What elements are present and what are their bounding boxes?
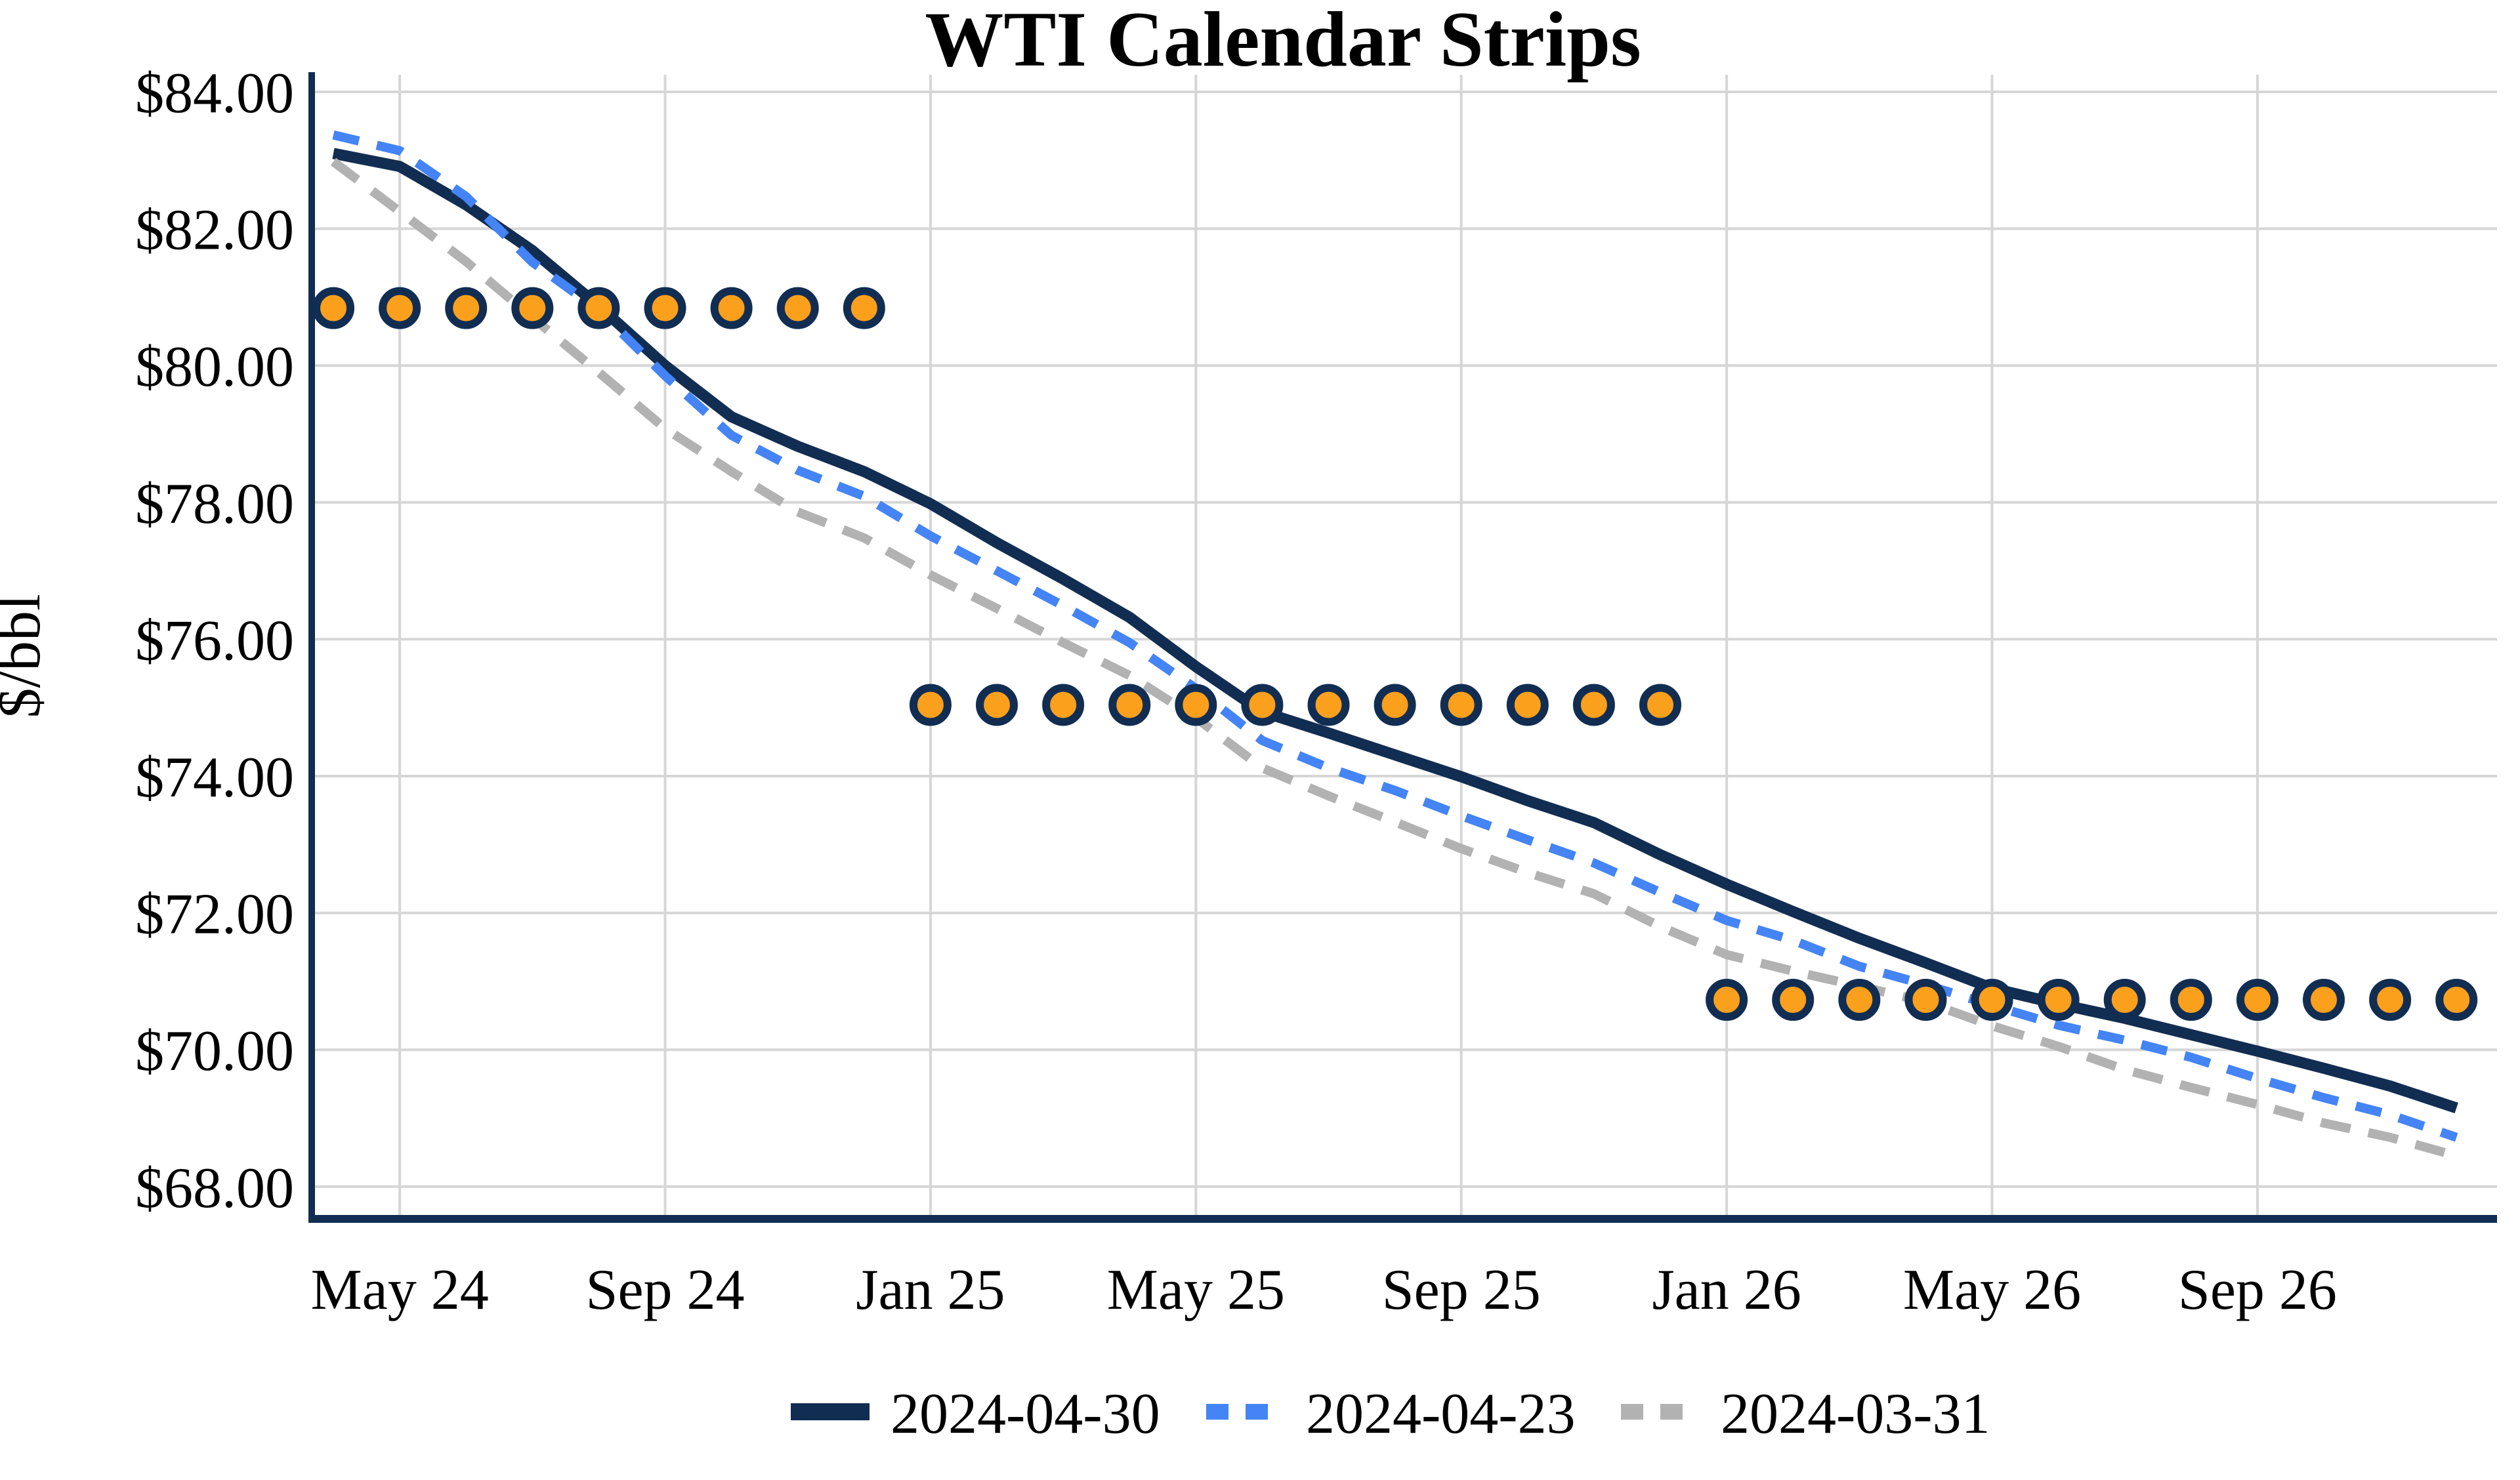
legend-item: 2024-04-23 [1206,1382,1576,1446]
data-point [1904,979,1947,1021]
data-point [312,287,354,329]
data-point [1506,684,1549,726]
data-point [1374,684,1416,726]
y-tick-label: $74.00 [135,746,294,810]
data-point [1042,684,1085,726]
y-tick-label: $82.00 [135,199,294,262]
gridlines [312,75,2497,1219]
data-point [1639,684,1681,726]
data-point [776,287,819,329]
y-tick-label: $76.00 [135,609,294,672]
series-lines [330,130,2458,1161]
x-tick-label: Sep 24 [586,1258,745,1322]
data-point [909,684,952,726]
series-line-2024-03-31 [330,157,2458,1161]
legend-label: 2024-04-30 [891,1382,1160,1446]
data-point [1108,684,1151,726]
legend: 2024-04-30 2024-04-23 2024-03-31 [791,1382,1990,1446]
x-tick-label: May 26 [1903,1258,2081,1322]
data-point [1971,979,2013,1021]
legend-item: 2024-04-30 [791,1382,1160,1446]
x-tick-label: Sep 26 [2178,1258,2337,1322]
x-tick-label: Sep 25 [1382,1258,1541,1322]
x-tick-labels: May 24 Sep 24 Jan 25 May 25 Sep 25 Jan 26 May … [310,1258,2336,1322]
data-point [1706,979,1748,1021]
data-point [2170,979,2212,1021]
data-point [644,287,686,329]
series-line-2024-04-30 [332,148,2458,1113]
series-line-2024-04-23 [332,130,2458,1142]
data-point [1440,684,1482,726]
data-point [511,287,554,329]
axes [308,72,2497,1223]
data-point [2103,979,2146,1021]
data-point [2369,979,2412,1021]
data-point [2037,979,2080,1021]
y-tick-label: $70.00 [135,1019,294,1083]
data-point [2236,979,2278,1021]
chart-title: WTI Calendar Strips [925,0,1641,83]
y-tick-labels: $84.00 $82.00 $80.00 $78.00 $76.00 $74.00 $72.… [135,62,294,1220]
legend-label: 2024-03-31 [1721,1382,1990,1446]
y-axis-label: $/bbl [0,594,52,718]
y-tick-label: $84.00 [135,62,294,125]
data-point [2303,979,2345,1021]
data-point [1838,979,1881,1021]
data-point [1175,684,1217,726]
x-tick-label: May 24 [310,1258,488,1322]
y-tick-label: $80.00 [135,335,294,399]
y-tick-label: $78.00 [135,472,294,536]
y-tick-label: $72.00 [135,883,294,947]
x-tick-label: Jan 25 [856,1258,1005,1322]
scatter-points [312,287,2478,1021]
x-tick-label: Jan 26 [1652,1258,1801,1322]
data-point [1572,684,1615,726]
data-point [1241,684,1284,726]
data-point [1307,684,1350,726]
data-point [379,287,421,329]
data-point [710,287,753,329]
data-point [1772,979,1815,1021]
data-point [578,287,620,329]
x-tick-label: May 25 [1107,1258,1285,1322]
data-point [445,287,488,329]
data-point [2435,979,2478,1021]
legend-item: 2024-03-31 [1621,1382,1990,1446]
legend-label: 2024-04-23 [1306,1382,1576,1446]
y-tick-label: $68.00 [135,1157,294,1220]
data-point [976,684,1018,726]
data-point [843,287,885,329]
